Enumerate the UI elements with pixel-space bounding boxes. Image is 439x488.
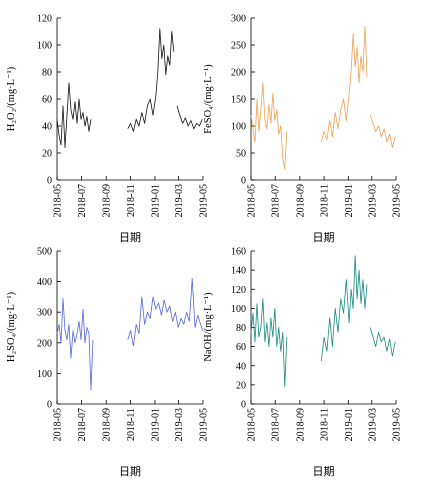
y-tick-label: 100 <box>37 41 52 52</box>
x-tick-label: 2019-05 <box>199 408 210 441</box>
y-tick-label: 0 <box>47 176 52 187</box>
y-tick-label: 120 <box>37 14 52 25</box>
x-tick-label: 2018-09 <box>295 184 306 217</box>
x-tick-label: 2019-03 <box>367 408 378 441</box>
y-tick-label: 40 <box>42 122 52 133</box>
series-line-segment-2 <box>127 278 203 347</box>
x-tick-label: 2018-05 <box>53 408 64 441</box>
y-tick-label: 50 <box>236 149 246 160</box>
y-tick-label: 250 <box>231 41 246 52</box>
series-line-segment-2 <box>320 255 368 362</box>
x-tick-label: 2018-07 <box>77 408 88 441</box>
x-axis-label: 日期 <box>313 231 335 244</box>
y-axis-label: H₂O₂/(mg·L⁻¹) <box>6 66 17 131</box>
x-tick-label: 2018-09 <box>102 408 113 441</box>
x-tick-label: 2018-05 <box>247 184 258 217</box>
x-tick-label: 2018-11 <box>126 408 137 441</box>
y-tick-label: 60 <box>42 95 52 106</box>
x-tick-label: 2018-05 <box>247 408 258 441</box>
y-tick-label: 0 <box>241 400 246 411</box>
series-line-segment-1 <box>56 82 92 149</box>
y-tick-label: 200 <box>37 338 52 349</box>
chart-panel-2: 0 50 100 150 200 250 300 2018-05 2018-07 2018-09 2… <box>203 14 403 245</box>
x-tick-label: 2019-01 <box>344 408 355 441</box>
y-tick-label: 0 <box>47 400 52 411</box>
series-line-segment-1 <box>250 82 288 170</box>
chart-panel-1: 0 20 40 60 80 100 120 2018-05 2018-07 2018-09 2018… <box>6 14 210 245</box>
x-tick-label: 2018-05 <box>53 184 64 217</box>
x-tick-label: 2018-09 <box>295 408 306 441</box>
x-tick-label: 2018-07 <box>77 184 88 217</box>
x-axis-label: 日期 <box>119 231 141 244</box>
y-tick-label: 0 <box>241 176 246 187</box>
x-tick-label: 2019-01 <box>151 184 162 217</box>
x-axis-label: 日期 <box>119 465 141 478</box>
y-axis-label: NaOH/(mg·L⁻¹) <box>203 292 214 362</box>
y-tick-label: 160 <box>231 247 246 258</box>
y-tick-label: 500 <box>37 247 52 258</box>
x-tick-label: 2018-09 <box>102 184 113 217</box>
y-tick-label: 120 <box>231 285 246 296</box>
y-tick-label: 100 <box>231 122 246 133</box>
y-tick-label: 100 <box>231 304 246 315</box>
x-tick-label: 2019-03 <box>174 408 185 441</box>
x-tick-label: 2019-03 <box>367 184 378 217</box>
series-line-segment-2 <box>127 28 175 132</box>
y-tick-label: 20 <box>42 149 52 160</box>
series-line-segment-2 <box>320 25 368 143</box>
series-line-segment-3 <box>369 115 396 149</box>
y-tick-label: 140 <box>231 266 246 277</box>
series-line-segment-1 <box>250 298 288 388</box>
x-tick-label: 2018-11 <box>126 184 137 217</box>
x-tick-label: 2019-05 <box>199 184 210 217</box>
y-tick-label: 100 <box>37 369 52 380</box>
y-tick-label: 400 <box>37 277 52 288</box>
chart-panel-3: 0 100 200 300 400 500 2018-05 2018-07 2018-09 201… <box>6 247 210 479</box>
y-tick-label: 40 <box>236 361 246 372</box>
chart-panel-4: 0 20 40 60 80 100 120 140 160 2018-05 2018-07 2018-… <box>203 247 403 479</box>
y-tick-label: 200 <box>231 68 246 79</box>
series-line-segment-1 <box>56 297 94 391</box>
y-tick-label: 80 <box>236 323 246 334</box>
x-tick-label: 2018-11 <box>320 184 331 217</box>
x-tick-label: 2019-01 <box>151 408 162 441</box>
y-tick-label: 150 <box>231 95 246 106</box>
x-tick-label: 2018-07 <box>271 184 282 217</box>
y-tick-label: 60 <box>236 342 246 353</box>
x-tick-label: 2019-01 <box>344 184 355 217</box>
series-line-segment-3 <box>369 327 396 357</box>
x-tick-label: 2019-05 <box>392 408 403 441</box>
y-axis-label: FeSO₄/(mg·L⁻¹) <box>203 64 214 134</box>
x-tick-label: 2018-07 <box>271 408 282 441</box>
y-tick-label: 300 <box>37 308 52 319</box>
y-tick-label: 80 <box>42 68 52 79</box>
x-tick-label: 2018-11 <box>320 408 331 441</box>
x-tick-label: 2019-05 <box>392 184 403 217</box>
series-line-segment-3 <box>176 105 203 130</box>
x-axis-label: 日期 <box>313 465 335 478</box>
x-tick-label: 2019-03 <box>174 184 185 217</box>
y-axis-label: H₂SO₄/(mg·L⁻¹) <box>6 291 17 362</box>
y-tick-label: 20 <box>236 380 246 391</box>
y-tick-label: 300 <box>231 14 246 25</box>
